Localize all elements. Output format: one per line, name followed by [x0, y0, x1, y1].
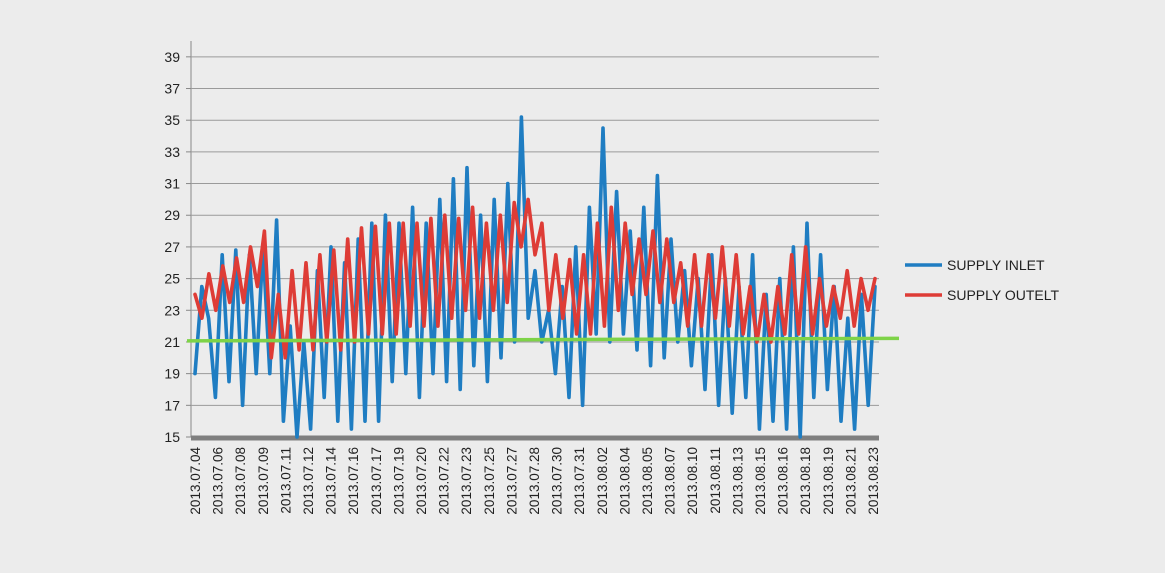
x-tick-label: 2013.07.14: [324, 447, 339, 515]
x-tick-label: 2013.08.18: [798, 447, 813, 515]
y-axis-ticks: 15 17 19 21 23 25 27 29 31 33 35 37 39: [164, 49, 191, 445]
x-tick-label: 2013.07.17: [369, 447, 384, 515]
y-tick-label: 19: [164, 366, 180, 382]
x-tick-label: 2013.08.16: [776, 447, 791, 515]
y-tick-label: 27: [164, 239, 180, 255]
x-tick-label: 2013.07.30: [550, 447, 565, 515]
x-tick-label: 2013.08.19: [821, 447, 836, 515]
x-tick-label: 2013.07.31: [572, 447, 587, 515]
legend: SUPPLY INLET SUPPLY OUTELT: [905, 257, 1059, 303]
x-tick-label: 2013.08.21: [843, 447, 858, 515]
x-tick-label: 2013.08.15: [753, 447, 768, 515]
x-tick-label: 2013.08.04: [617, 447, 632, 515]
y-tick-label: 17: [164, 397, 180, 413]
x-tick-label: 2013.07.06: [211, 447, 226, 515]
x-tick-label: 2013.08.23: [866, 447, 881, 515]
y-tick-label: 23: [164, 302, 180, 318]
y-tick-label: 15: [164, 429, 180, 445]
x-tick-label: 2013.07.11: [278, 447, 293, 514]
y-tick-label: 31: [164, 176, 180, 192]
x-tick-label: 2013.07.27: [504, 447, 519, 515]
x-tick-label: 2013.08.05: [640, 447, 655, 515]
x-tick-label: 2013.08.11: [708, 447, 723, 514]
x-tick-label: 2013.07.20: [414, 447, 429, 515]
x-tick-label: 2013.07.28: [527, 447, 542, 515]
y-tick-label: 25: [164, 271, 180, 287]
y-tick-label: 39: [164, 49, 180, 65]
series-line-supply-inlet: [193, 115, 877, 439]
x-tick-label: 2013.07.16: [346, 447, 361, 515]
legend-label: SUPPLY OUTELT: [947, 287, 1059, 303]
y-tick-label: 21: [164, 334, 180, 350]
y-tick-label: 37: [164, 81, 180, 97]
x-tick-label: 2013.07.22: [437, 447, 452, 515]
x-tick-label: 2013.08.13: [730, 447, 745, 515]
x-tick-label: 2013.07.19: [391, 447, 406, 515]
plot-area: [186, 115, 900, 439]
x-tick-label: 2013.07.25: [482, 447, 497, 515]
x-tick-label: 2013.07.08: [233, 447, 248, 515]
y-tick-label: 33: [164, 144, 180, 160]
y-tick-label: 29: [164, 207, 180, 223]
x-tick-label: 2013.07.04: [188, 447, 203, 515]
x-tick-label: 2013.08.02: [595, 447, 610, 515]
y-tick-label: 35: [164, 112, 180, 128]
legend-label: SUPPLY INLET: [947, 257, 1045, 273]
series-line-supply-outlet: [193, 197, 877, 360]
x-tick-label: 2013.07.23: [459, 447, 474, 515]
x-axis-ticks: 2013.07.04 2013.07.06 2013.07.08 2013.07.09…: [188, 447, 881, 515]
reference-line: [186, 336, 900, 343]
x-tick-label: 2013.08.07: [663, 447, 678, 515]
x-tick-label: 2013.07.12: [301, 447, 316, 515]
x-tick-label: 2013.07.09: [256, 447, 271, 515]
x-tick-label: 2013.08.10: [685, 447, 700, 515]
